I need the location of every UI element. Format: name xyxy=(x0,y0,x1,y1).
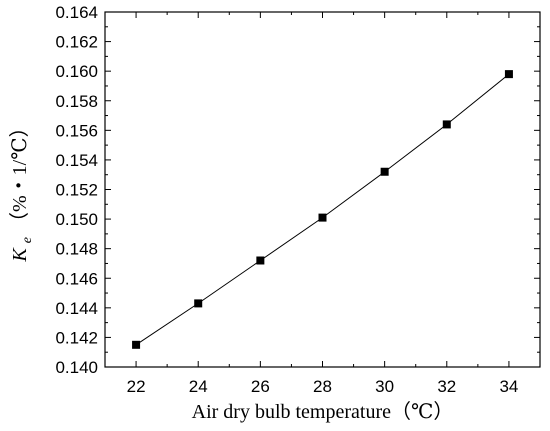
x-tick-label: 22 xyxy=(127,377,146,396)
x-axis-title: Air dry bulb temperature（℃） xyxy=(192,400,454,423)
y-tick-label: 0.156 xyxy=(55,121,98,140)
x-tick-label: 28 xyxy=(313,377,332,396)
x-tick-label: 26 xyxy=(251,377,270,396)
y-tick-label: 0.140 xyxy=(55,358,98,377)
x-tick-label: 34 xyxy=(499,377,518,396)
series-line xyxy=(135,73,510,346)
y-tick-label: 0.154 xyxy=(55,151,98,170)
x-tick-label: 30 xyxy=(375,377,394,396)
data-point-marker xyxy=(132,340,141,349)
y-tick-label: 0.144 xyxy=(55,299,98,318)
data-point-marker xyxy=(318,213,327,222)
y-axis-title: K e （%・1/℃） xyxy=(8,117,36,262)
data-point-marker xyxy=(504,70,513,79)
data-point-marker xyxy=(442,120,451,129)
data-point-marker xyxy=(194,299,203,308)
y-tick-label: 0.142 xyxy=(55,328,98,347)
y-axis-unit: （%・1/℃） xyxy=(8,117,31,232)
y-tick-label: 0.148 xyxy=(55,240,98,259)
y-axis-subscript: e xyxy=(20,237,35,243)
data-point-marker xyxy=(256,256,265,265)
y-tick-label: 0.146 xyxy=(55,269,98,288)
data-point-marker xyxy=(380,167,389,176)
y-tick-label: 0.164 xyxy=(55,3,98,22)
y-tick-label: 0.150 xyxy=(55,210,98,229)
plot-frame xyxy=(104,11,541,368)
x-tick-label: 32 xyxy=(437,377,456,396)
y-tick-label: 0.152 xyxy=(55,181,98,200)
x-tick-label: 24 xyxy=(189,377,208,396)
plot-layer: 0.140 0.142 0.144 0.146 0.148 0.150 0.152 0.154… xyxy=(55,3,541,396)
y-tick-label: 0.162 xyxy=(55,33,98,52)
y-tick-label: 0.158 xyxy=(55,92,98,111)
y-axis-symbol: K xyxy=(9,247,31,263)
y-tick-label: 0.160 xyxy=(55,62,98,81)
